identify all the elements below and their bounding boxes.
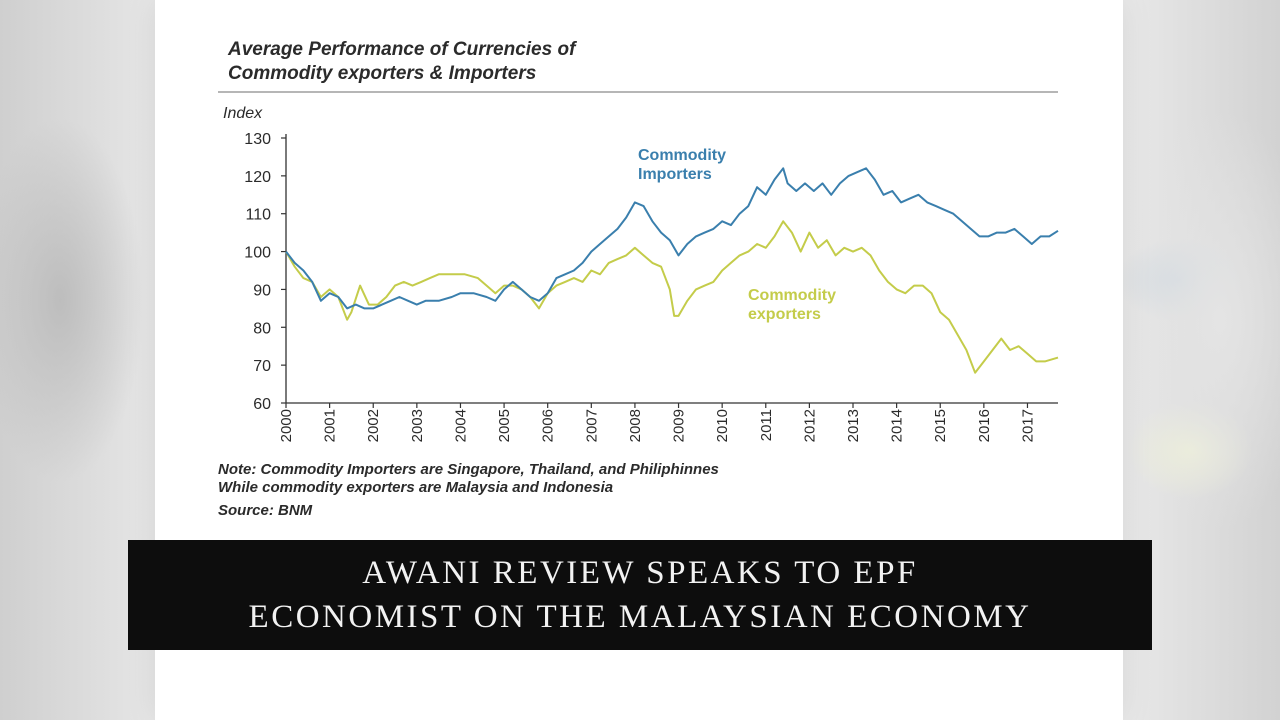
axes: Index 60 70 80 90 100 110 120 130 2000 2001 2002 200… [223,105,1058,442]
commodity-importers-line [285,167,1059,310]
note-line-2: While commodity exporters are Malaysia a… [218,479,614,496]
x-tick-label: 2014 [889,409,906,442]
news-caption-banner: AWANI REVIEW SPEAKS TO EPF ECONOMIST ON … [128,540,1152,650]
x-tick-label: 2010 [714,409,731,442]
x-tick-label: 2006 [540,409,557,442]
x-tick-label: 2017 [1019,409,1036,442]
y-tick-label: 100 [244,245,271,262]
x-tick-label: 2011 [758,409,775,441]
x-tick-label: 2013 [845,409,862,442]
x-tick-label: 2002 [365,409,382,442]
line-chart: Index 60 70 80 90 100 110 120 130 2000 2001 2002 200… [218,91,1059,442]
y-tick-label: 120 [244,169,271,186]
y-axis-label: Index [223,105,263,122]
x-tick-label: 2016 [976,409,993,442]
x-tick-label: 2001 [322,409,339,442]
series-labels: Commodity Importers Commodity exporters [638,147,836,323]
x-tick-label: 2015 [932,409,949,442]
commodity-exporters-label: Commodity exporters [748,287,836,323]
commodity-importers-label: Commodity Importers [638,147,726,183]
note-line-1: Note: Commodity Importers are Singapore,… [218,461,719,478]
chart-notes: Note: Commodity Importers are Singapore,… [218,461,719,520]
y-tick-label: 130 [244,131,271,148]
x-tick-label: 2007 [583,409,600,442]
y-tick-label: 70 [253,358,271,375]
y-tick-label: 60 [253,396,271,413]
chart-title: Average Performance of Currencies of Com… [228,39,576,84]
source-note: Source: BNM [218,502,313,519]
x-tick-label: 2009 [671,409,688,442]
y-tick-label: 80 [253,320,271,337]
y-tick-label: 90 [253,282,271,299]
x-tick-label: 2012 [801,409,818,442]
x-tick-label: 2005 [496,409,513,442]
commodity-exporters-line [285,220,1059,374]
caption-line-2: ECONOMIST ON THE MALAYSIAN ECONOMY [248,599,1032,635]
x-tick-label: 2004 [452,409,469,442]
x-tick-label: 2008 [627,409,644,442]
x-tick-label: 2003 [409,409,426,442]
x-tick-label: 2000 [278,409,295,442]
caption-line-1: AWANI REVIEW SPEAKS TO EPF [362,555,918,591]
series-lines [285,167,1059,374]
y-tick-label: 110 [245,207,271,224]
